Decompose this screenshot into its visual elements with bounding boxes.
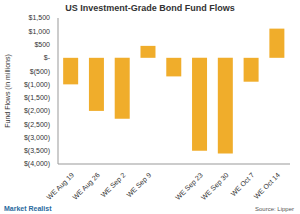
svg-text:$-: $- (44, 54, 51, 61)
svg-text:WE Sep 2: WE Sep 2 (99, 171, 127, 199)
svg-text:$1,000: $1,000 (29, 28, 51, 35)
svg-text:$1,500: $1,500 (29, 14, 51, 21)
html-text:Source: Lipper: Source: Lipper (255, 206, 294, 212)
html-text:US Investment-Grade Bond Fund: US Investment-Grade Bond Fund Flows (65, 3, 235, 13)
svg-text:$(4,000): $(4,000) (24, 160, 50, 168)
svg-text:$500: $500 (34, 41, 50, 48)
svg-text:WE Oct 14: WE Oct 14 (252, 171, 281, 200)
svg-text:$(3,500): $(3,500) (24, 147, 50, 155)
svg-text:WE Sep 30: WE Sep 30 (200, 171, 231, 200)
svg-text:$(2,500): $(2,500) (24, 121, 50, 129)
html-text:Market Realist: Market Realist (4, 205, 52, 212)
svg-text:$(1,000): $(1,000) (24, 81, 50, 89)
svg-text:$(1,500): $(1,500) (24, 94, 50, 102)
svg-text:$(500): $(500) (30, 68, 50, 76)
svg-text:Fund Flows (in millions): Fund Flows (in millions) (8, 54, 12, 128)
svg-text:$(3,000): $(3,000) (24, 134, 50, 142)
svg-text:$(2,000): $(2,000) (24, 107, 50, 115)
svg-text:WE Aug 26: WE Aug 26 (71, 171, 101, 200)
svg-text:WE Sep 9: WE Sep 9 (125, 171, 153, 199)
svg-text:WE Oct 7: WE Oct 7 (229, 171, 255, 197)
